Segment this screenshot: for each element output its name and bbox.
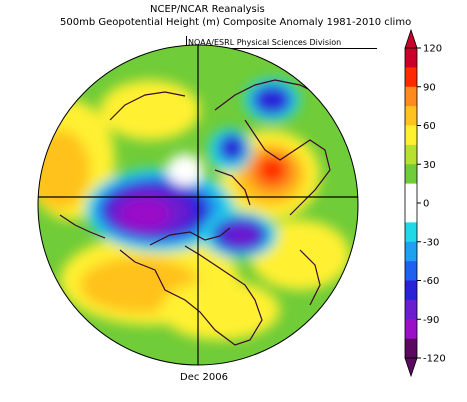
colorbar-label: -90 (423, 315, 439, 326)
colorbar: 120 90 60 30 0 -30 -60 -90 -120 (404, 28, 446, 378)
colorbar-label: 90 (423, 82, 436, 93)
colorbar-swatch (405, 338, 417, 359)
chart-subtitle: 500mb Geopotential Height (m) Composite … (60, 17, 412, 28)
colorbar-top-arrow (404, 28, 418, 49)
colorbar-swatch (405, 125, 417, 146)
colorbar-swatch (405, 86, 417, 107)
credit-text: NOAA/ESRL Physical Sciences Division (188, 38, 342, 47)
colorbar-label: 120 (423, 44, 442, 55)
colorbar-label: 60 (423, 121, 436, 132)
colorbar-swatch (405, 144, 417, 165)
colorbar-label: -60 (423, 276, 439, 287)
date-label: Dec 2006 (180, 372, 228, 383)
colorbar-swatch (405, 222, 417, 243)
colorbar-swatch (405, 319, 417, 339)
colorbar-swatch (405, 280, 417, 301)
colorbar-swatch (405, 299, 417, 320)
colorbar-bottom-arrow (404, 357, 418, 378)
colorbar-swatch (405, 241, 417, 262)
colorbar-swatch (405, 261, 417, 281)
colorbar-label: -30 (423, 237, 439, 248)
colorbar-label: -120 (423, 354, 446, 365)
coastlines (59, 79, 331, 346)
colorbar-swatch (405, 48, 417, 68)
colorbar-swatch (405, 106, 417, 126)
credit-box (186, 36, 377, 49)
chart-title: NCEP/NCAR Reanalysis (150, 4, 265, 15)
colorbar-swatch (405, 67, 417, 88)
colorbar-swatch (405, 164, 417, 184)
colorbar-label: 30 (423, 160, 436, 171)
colorbar-swatch (405, 183, 417, 204)
colorbar-swatch (405, 203, 417, 223)
anomaly-field (38, 45, 358, 365)
colorbar-label: 0 (423, 199, 429, 210)
